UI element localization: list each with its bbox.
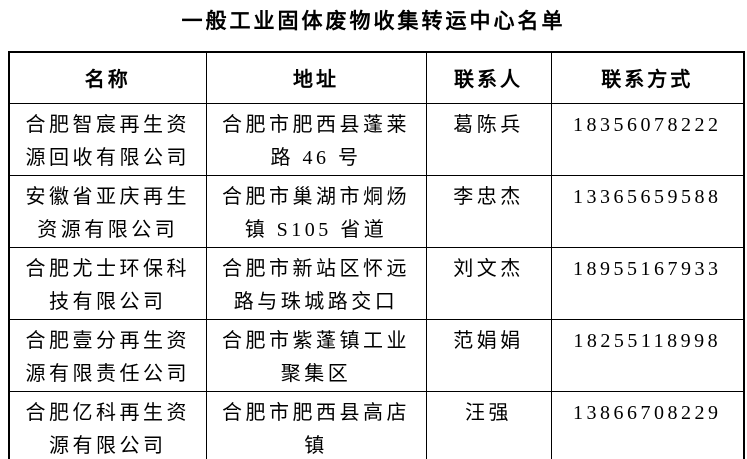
- contact-person-cell: 李忠杰: [425, 174, 552, 248]
- page-title: 一般工业固体废物收集转运中心名单: [181, 9, 566, 33]
- company-name-cell: 安徽省亚庆再生资源有限公司: [8, 174, 207, 248]
- phone-number-cell: 18955167933: [550, 246, 745, 320]
- phone-number-cell: 13365659588: [550, 174, 745, 248]
- column-header-phone: 联系方式: [550, 51, 745, 104]
- address-cell: 合肥市肥西县蓬莱路 46 号: [205, 102, 427, 176]
- table-row: 合肥尤士环保科技有限公司 合肥市新站区怀远路与珠城路交口 刘文杰 1895516…: [8, 246, 745, 320]
- company-name-cell: 合肥壹分再生资源有限责任公司: [8, 318, 207, 392]
- column-header-address: 地址: [205, 51, 427, 104]
- address-cell: 合肥市新站区怀远路与珠城路交口: [205, 246, 427, 320]
- address-cell: 合肥市紫蓬镇工业聚集区: [205, 318, 427, 392]
- contact-person-cell: 刘文杰: [425, 246, 552, 320]
- column-header-contact: 联系人: [425, 51, 552, 104]
- company-name-cell: 合肥智宸再生资源回收有限公司: [8, 102, 207, 176]
- address-cell: 合肥市肥西县高店镇: [205, 390, 427, 459]
- company-name-cell: 合肥亿科再生资源有限公司: [8, 390, 207, 459]
- table-row: 合肥壹分再生资源有限责任公司 合肥市紫蓬镇工业聚集区 范娟娟 182551189…: [8, 318, 745, 392]
- contact-person-cell: 范娟娟: [425, 318, 552, 392]
- phone-number-cell: 18356078222: [550, 102, 745, 176]
- table-row: 安徽省亚庆再生资源有限公司 合肥市巢湖市烔炀镇 S105 省道 李忠杰 1336…: [8, 174, 745, 248]
- contact-person-cell: 葛陈兵: [425, 102, 552, 176]
- phone-number-cell: 13866708229: [550, 390, 745, 459]
- table-row: 合肥亿科再生资源有限公司 合肥市肥西县高店镇 汪强 13866708229: [8, 390, 745, 459]
- contact-person-cell: 汪强: [425, 390, 552, 459]
- address-cell: 合肥市巢湖市烔炀镇 S105 省道: [205, 174, 427, 248]
- table-header-row: 名称 地址 联系人 联系方式: [8, 51, 745, 104]
- company-name-cell: 合肥尤士环保科技有限公司: [8, 246, 207, 320]
- column-header-name: 名称: [8, 51, 207, 104]
- table-row: 合肥智宸再生资源回收有限公司 合肥市肥西县蓬莱路 46 号 葛陈兵 183560…: [8, 102, 745, 176]
- phone-number-cell: 18255118998: [550, 318, 745, 392]
- waste-centers-table: 名称 地址 联系人 联系方式 合肥智宸再生资源回收有限公司 合肥市肥西县蓬莱路 …: [8, 51, 745, 459]
